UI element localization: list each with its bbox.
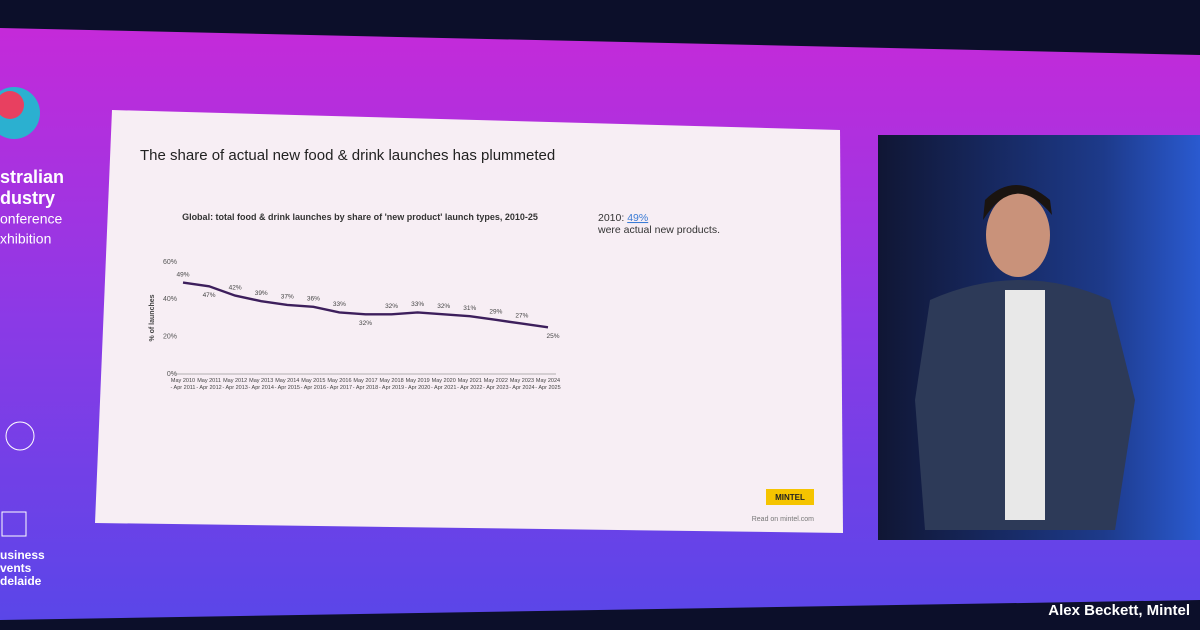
x-tick-label: May 2011 - Apr 2012 — [196, 378, 222, 391]
chart-title: Global: total food & drink launches by s… — [182, 212, 538, 222]
x-tick-label: May 2023 - Apr 2024 — [509, 378, 535, 391]
chart-title-box: Global: total food & drink launches by s… — [182, 212, 538, 222]
x-tick-label: May 2019 - Apr 2020 — [404, 378, 431, 391]
speaker-shirt — [1005, 290, 1045, 520]
brand-badge — [766, 489, 814, 505]
data-label: 47% — [203, 292, 216, 299]
y-tick-label: 40% — [163, 296, 177, 303]
data-label: 29% — [489, 309, 502, 316]
x-tick-label: May 2010 - Apr 2011 — [170, 378, 196, 391]
data-label: 42% — [229, 284, 242, 291]
note-body: of all new food & drink launches were ac… — [598, 222, 801, 236]
sponsor-text: usiness — [0, 548, 45, 562]
slide-title: The share of actual new food & drink lau… — [140, 147, 555, 164]
x-tick-label: May 2022 - Apr 2023 — [483, 378, 509, 391]
brand: MINTEL — [775, 493, 805, 502]
data-label: 32% — [359, 320, 372, 327]
x-tick-label: May 2012 - Apr 2013 — [222, 378, 248, 391]
source: Read on mintel.com — [752, 516, 814, 523]
x-tick-label: May 2016 - Apr 2017 — [326, 378, 353, 391]
y-tick-label: 60% — [163, 259, 177, 266]
data-label: 33% — [411, 301, 424, 308]
data-label: 32% — [385, 303, 398, 310]
data-label: 37% — [281, 294, 294, 301]
sponsor-text: delaide — [0, 574, 42, 588]
x-tick-label: May 2014 - Apr 2015 — [274, 378, 300, 391]
x-tick-label: May 2018 - Apr 2019 — [378, 378, 405, 391]
x-tick-label: May 2020 - Apr 2021 — [431, 378, 457, 391]
x-tick-label: May 2021 - Apr 2022 — [457, 378, 483, 391]
data-label: 39% — [255, 290, 268, 297]
y-tick-label: 0% — [167, 371, 177, 378]
data-label: 31% — [463, 305, 476, 312]
data-label: 27% — [515, 312, 528, 319]
y-axis-label: % of launches — [149, 294, 156, 341]
data-label: 25% — [546, 333, 559, 340]
banner-text: stralian — [0, 167, 64, 187]
x-tick-label: May 2015 - Apr 2016 — [300, 378, 327, 391]
note-highlight: 49% — [627, 212, 648, 224]
x-tick-label: May 2024 - Apr 2025 — [535, 378, 561, 391]
emblem — [5, 421, 35, 451]
speaker-head — [986, 193, 1050, 277]
data-label: 32% — [437, 303, 450, 310]
data-label: 36% — [307, 296, 320, 303]
x-tick-label: May 2017 - Apr 2018 — [352, 378, 379, 391]
x-tick-label: May 2013 - Apr 2014 — [248, 378, 274, 391]
banner-text: xhibition — [0, 231, 51, 247]
data-label: 49% — [176, 271, 189, 278]
photo-credit: Alex Beckett, Mintel — [1048, 602, 1190, 619]
note-year: 2010: — [598, 212, 624, 224]
y-tick-label: 20% — [163, 334, 177, 341]
slide — [95, 110, 843, 533]
sponsor-text: vents — [0, 561, 32, 575]
data-label: 33% — [333, 301, 346, 308]
data-line — [182, 281, 549, 329]
note-rest: of all new food & drink launches were ac… — [598, 222, 801, 236]
note: 2010: 49% — [598, 212, 648, 224]
banner-text: dustry — [0, 188, 55, 208]
logo-part — [0, 91, 24, 119]
speaker-hair — [983, 185, 1052, 220]
emblem — [1, 511, 27, 537]
banner-text: onference — [0, 211, 62, 227]
